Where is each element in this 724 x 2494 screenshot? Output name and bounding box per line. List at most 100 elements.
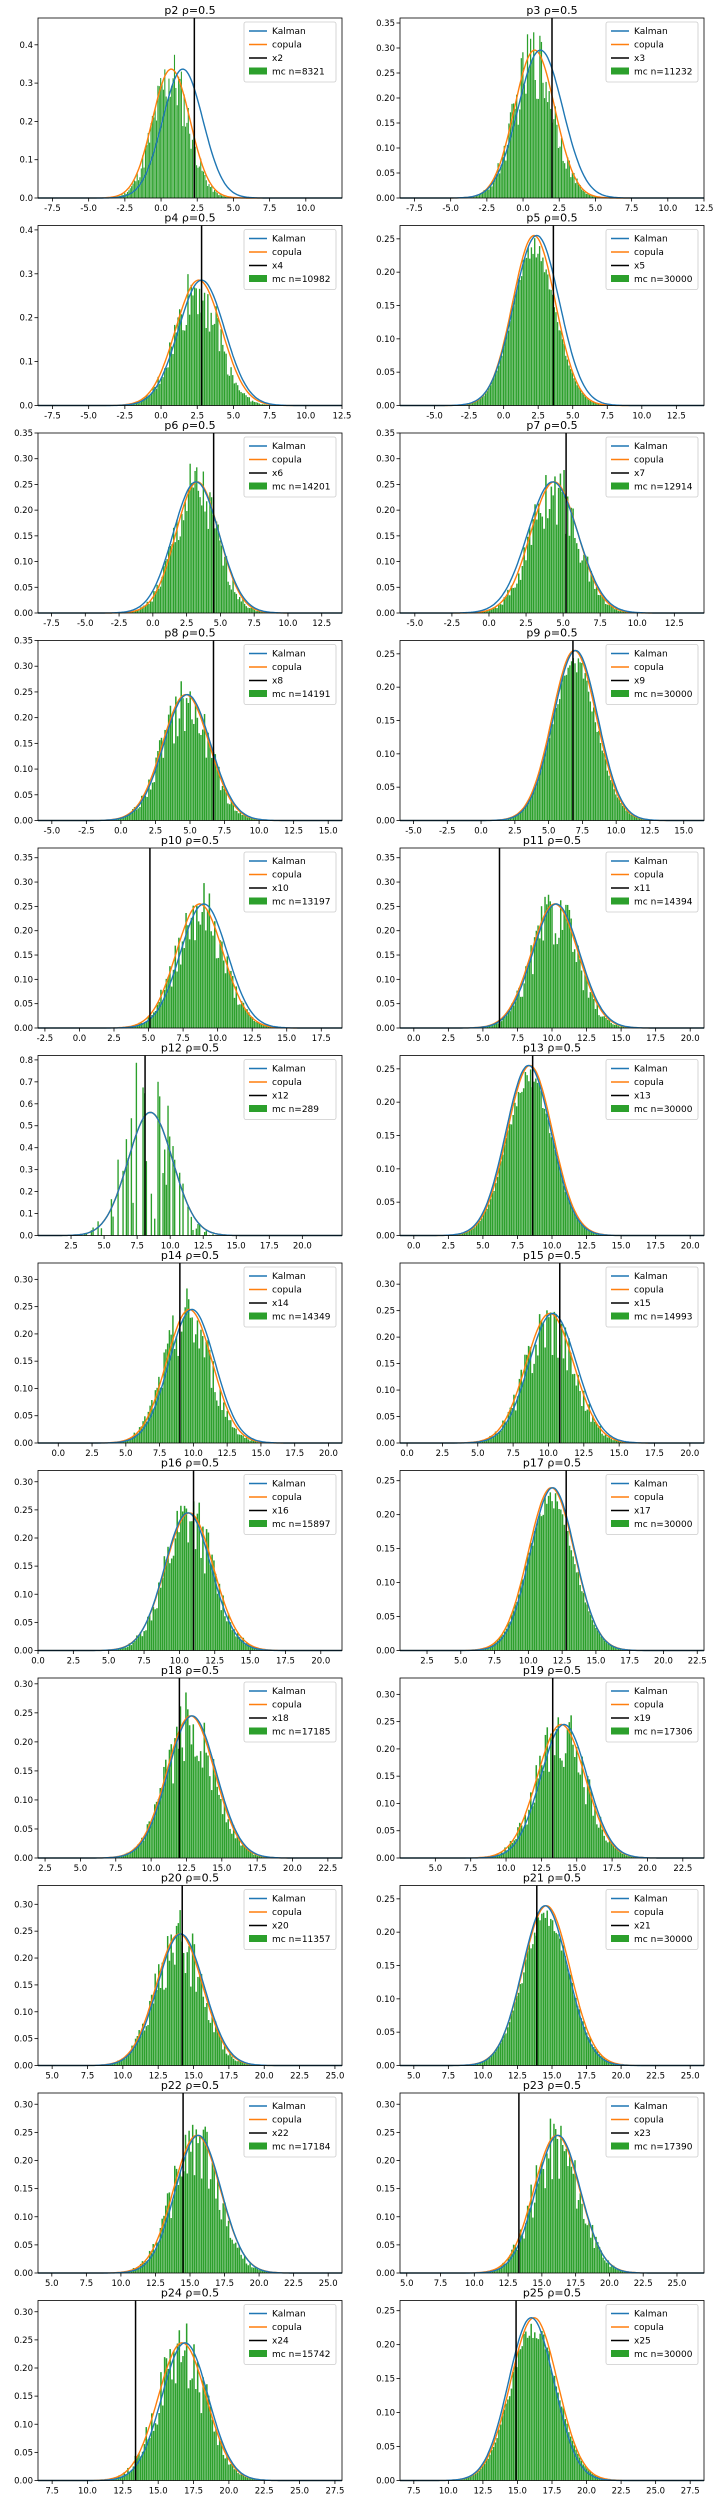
histogram-bar [128,1643,131,1651]
legend-mc-label: mc n=30000 [634,2350,693,2360]
histogram-bar [159,2227,162,2273]
histogram-bar [606,1019,609,1028]
legend-truth-label: x16 [272,1507,289,1517]
histogram-bar [215,958,218,1028]
histogram-bar [139,2263,142,2273]
histogram-bar [123,1646,125,1651]
histogram-bar [194,940,196,1028]
histogram-bar [570,1715,572,1858]
histogram-bar [167,976,169,1028]
histogram-bar [156,1387,158,1443]
histogram-bar [602,2257,604,2273]
histogram-bar [122,1854,125,1858]
histogram-bar [573,949,576,1028]
histogram-bar [570,2166,573,2273]
histogram-bar [180,1331,183,1443]
histogram-bar [502,156,504,198]
x-tick-label: 20.0 [577,2487,596,2494]
histogram-bar [550,486,553,613]
histogram-bar [209,1776,211,1858]
histogram-bar [157,1081,159,1236]
histogram-bar [490,609,493,613]
histogram-bar [188,1725,191,1858]
histogram-bar [529,1792,532,1858]
histogram-bar [175,696,177,821]
histogram-bar [205,1752,207,1858]
histogram-bar [534,2332,536,2481]
histogram-bar [192,487,195,613]
histogram-bar [154,386,156,406]
histogram-bar [504,337,506,406]
histogram-bar [233,1629,235,1651]
subplot-x11: p11 ρ=0.50.0 2.5 5.0 7.5 10.0 12.5 15.0 17.5 20.… [376,834,705,1044]
histogram-bar [597,594,600,613]
histogram-bar [251,2267,253,2273]
histogram-bar [516,2367,518,2481]
y-tick-label: 0.30 [376,878,395,888]
histogram-bar [199,1751,202,1858]
histogram-bar [508,1123,511,1236]
histogram-bar [262,1025,264,1028]
subplot-title: p20 ρ=0.5 [161,1872,219,1885]
histogram-bar [577,658,580,821]
histogram-bar [209,2179,212,2273]
histogram-bar [528,2335,531,2481]
histogram-bar [460,1233,462,1236]
histogram-bar [539,1920,541,2066]
x-tick-label: 12.5 [194,1242,213,1252]
histogram-bar [564,675,566,821]
histogram-bar [597,2242,599,2273]
histogram-bar [588,581,591,613]
histogram-bar [590,570,592,613]
histogram-bar [217,1405,220,1443]
histogram-bar [248,1644,250,1651]
histogram-bar [253,1020,255,1028]
histogram-bar [544,1734,547,1858]
histogram-bar [518,1822,521,1858]
histogram-bar [260,404,262,406]
x-tick-label: 17.5 [248,1864,267,1874]
histogram-bar [617,1441,620,1443]
histogram-bar [574,663,576,821]
histogram-bar [616,1847,618,1858]
y-tick-label: 0.25 [376,69,395,79]
histogram-bar [202,2129,205,2273]
y-tick-label: 0.5 [19,1122,33,1132]
histogram-bar [583,1787,585,1858]
x-tick-label: 0.0 [474,827,488,837]
histogram-bar [586,680,588,821]
histogram-bar [575,543,578,613]
histogram-bar [186,1952,189,2066]
histogram-bar [220,195,223,198]
histogram-bar [584,1602,587,1651]
histogram-bar [218,1583,221,1651]
histogram-bar [115,2062,117,2066]
histogram-bar [252,818,254,821]
histogram-bar [161,2218,163,2273]
histogram-bar [509,321,511,406]
histogram-bar [503,1631,506,1651]
histogram-bar [210,757,213,821]
histogram-bar [514,1001,517,1028]
y-tick-label: 0.3 [19,1166,33,1176]
histogram-bar [155,120,158,198]
histogram-bar [130,1438,132,1443]
histogram-bar [492,1436,495,1443]
y-tick-label: 0.35 [376,19,395,29]
histogram-bar [152,2003,155,2066]
histogram-bar [178,718,181,821]
histogram-bar [207,2395,210,2481]
histogram-bar [495,173,498,198]
histogram-bar [513,1394,515,1443]
histogram-bar [548,1925,550,2066]
histogram-bar [216,1400,218,1443]
histogram-bar [216,1593,219,1651]
histogram-bar [137,1433,139,1443]
histogram-bar [141,795,143,821]
y-tick-label: 0.25 [376,2307,395,2317]
y-tick-label: 0.2 [19,117,33,127]
histogram-bar [258,1023,261,1028]
histogram-bar [563,1524,566,1651]
legend-copula-label: copula [634,2116,664,2126]
x-tick-label: 15.0 [610,1449,629,1459]
